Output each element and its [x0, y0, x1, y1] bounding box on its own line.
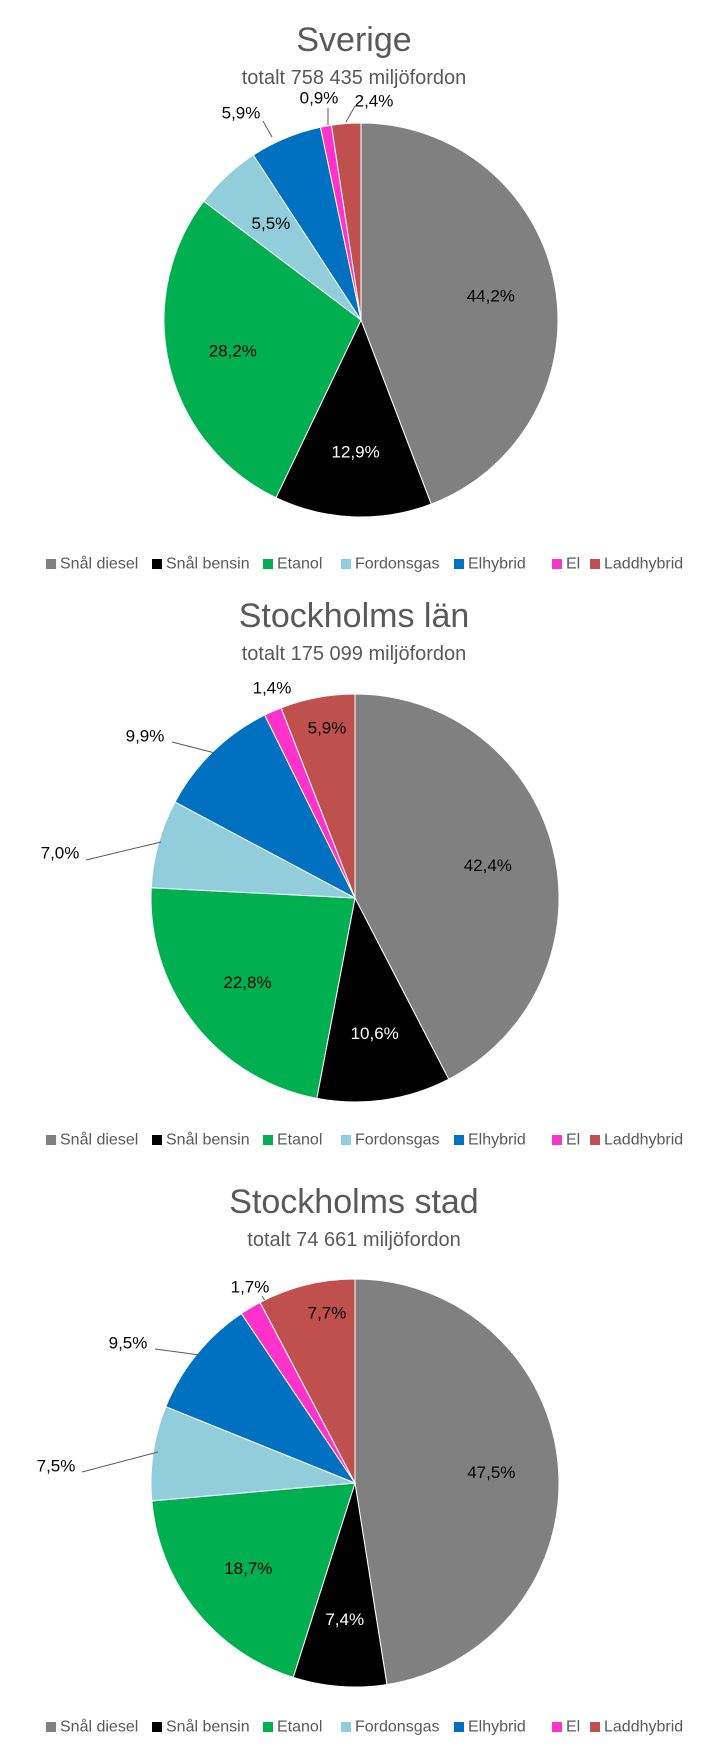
chart-subtitle: totalt 74 661 miljöfordon [247, 1229, 460, 1251]
legend-swatch-el [552, 1722, 562, 1732]
legend-swatch-snal-bensin [152, 559, 162, 569]
data-label-el: 1,7% [231, 1278, 270, 1297]
legend-swatch-etanol [263, 559, 273, 569]
data-label-el: 0,9% [300, 89, 339, 108]
legend-swatch-elhybrid [454, 559, 464, 569]
legend-label-snal-bensin: Snål bensin [166, 1131, 250, 1149]
pie-slice-snal-diesel [360, 122, 559, 505]
legend-label-snal-diesel: Snål diesel [60, 555, 138, 573]
legend-label-el: El [566, 1132, 580, 1149]
legend-label-laddhybrid: Laddhybrid [604, 556, 683, 573]
legend-label-snal-diesel: Snål diesel [60, 1718, 138, 1736]
chart-title: Sverige [296, 21, 411, 59]
legend-label-elhybrid: Elhybrid [468, 1132, 526, 1149]
legend-label-el: El [566, 556, 580, 573]
data-label-el: 1,4% [253, 679, 292, 698]
data-label-laddhybrid: 7,7% [308, 1304, 347, 1323]
legend-label-etanol: Etanol [277, 1719, 322, 1736]
data-label-etanol: 18,7% [224, 1559, 272, 1578]
legend-swatch-laddhybrid [590, 1722, 600, 1732]
legend-swatch-snal-diesel [46, 1722, 56, 1732]
legend-swatch-etanol [263, 1722, 273, 1732]
legend-label-el: El [566, 1719, 580, 1736]
legend-swatch-laddhybrid [590, 559, 600, 569]
pie-slice-etanol [163, 200, 362, 499]
leader-line-elhybrid [154, 1348, 201, 1356]
legend-swatch-snal-bensin [152, 1135, 162, 1145]
legend-swatch-fordonsgas [341, 1722, 351, 1732]
legend-swatch-el [552, 559, 562, 569]
legend-swatch-elhybrid [454, 1135, 464, 1145]
data-label-snal-diesel: 47,5% [467, 1463, 515, 1482]
pie-slice-snal-diesel [354, 1278, 560, 1686]
pie-slice-snal-bensin [316, 896, 450, 1103]
data-label-elhybrid: 5,9% [222, 104, 261, 123]
data-label-snal-diesel: 44,2% [467, 287, 515, 306]
leader-line-fordonsgas [81, 1451, 159, 1473]
legend-swatch-snal-bensin [152, 1722, 162, 1732]
data-label-fordonsgas: 7,5% [37, 1457, 76, 1476]
chart-subtitle: totalt 758 435 miljöfordon [242, 67, 467, 89]
legend-swatch-elhybrid [454, 1722, 464, 1732]
data-label-snal-bensin: 10,6% [351, 1024, 399, 1043]
data-label-snal-bensin: 7,4% [325, 1610, 364, 1629]
legend-label-snal-diesel: Snål diesel [60, 1131, 138, 1149]
legend-swatch-snal-diesel [46, 1135, 56, 1145]
legend-label-fordonsgas: Fordonsgas [355, 1132, 440, 1149]
pie-slice-snal-diesel [354, 693, 560, 1080]
legend-label-elhybrid: Elhybrid [468, 556, 526, 573]
pie-slice-laddhybrid [280, 693, 356, 899]
pie-slice-etanol [150, 887, 356, 1099]
legend-swatch-etanol [263, 1135, 273, 1145]
leader-line-elhybrid [262, 120, 273, 138]
legend-label-snal-bensin: Snål bensin [166, 1718, 250, 1736]
pie-slice-laddhybrid [330, 122, 362, 321]
legend-label-snal-bensin: Snål bensin [166, 555, 250, 573]
leader-line-laddhybrid [345, 105, 356, 123]
legend-label-etanol: Etanol [277, 1132, 322, 1149]
legend-label-etanol: Etanol [277, 556, 322, 573]
legend-swatch-snal-diesel [46, 559, 56, 569]
data-label-snal-diesel: 42,4% [464, 856, 512, 875]
leader-line-fordonsgas [85, 841, 162, 861]
data-label-snal-bensin: 12,9% [331, 442, 379, 461]
data-label-etanol: 22,8% [223, 973, 271, 992]
legend-label-fordonsgas: Fordonsgas [355, 1719, 440, 1736]
legend-swatch-fordonsgas [341, 559, 351, 569]
legend-label-laddhybrid: Laddhybrid [604, 1719, 683, 1736]
chart-title: Stockholms stad [229, 1183, 478, 1221]
legend-label-fordonsgas: Fordonsgas [355, 556, 440, 573]
legend-swatch-fordonsgas [341, 1135, 351, 1145]
data-label-elhybrid: 9,5% [109, 1334, 148, 1353]
data-label-fordonsgas: 5,5% [252, 214, 291, 233]
data-label-fordonsgas: 7,0% [41, 844, 80, 863]
leader-line-elhybrid [171, 741, 216, 754]
data-label-elhybrid: 9,9% [126, 727, 165, 746]
legend-label-elhybrid: Elhybrid [468, 1719, 526, 1736]
pie-slice-etanol [151, 1482, 356, 1679]
legend-swatch-laddhybrid [590, 1135, 600, 1145]
data-label-laddhybrid: 2,4% [355, 92, 394, 111]
data-label-etanol: 28,2% [209, 342, 257, 361]
legend-label-laddhybrid: Laddhybrid [604, 1132, 683, 1149]
chart-title: Stockholms län [239, 597, 470, 635]
data-label-laddhybrid: 5,9% [308, 719, 347, 738]
chart-subtitle: totalt 175 099 miljöfordon [242, 643, 467, 665]
pie-slice-snal-bensin [275, 318, 432, 518]
pie-slice-elhybrid [174, 714, 357, 900]
legend-swatch-el [552, 1135, 562, 1145]
pie-slice-laddhybrid [259, 1278, 356, 1484]
